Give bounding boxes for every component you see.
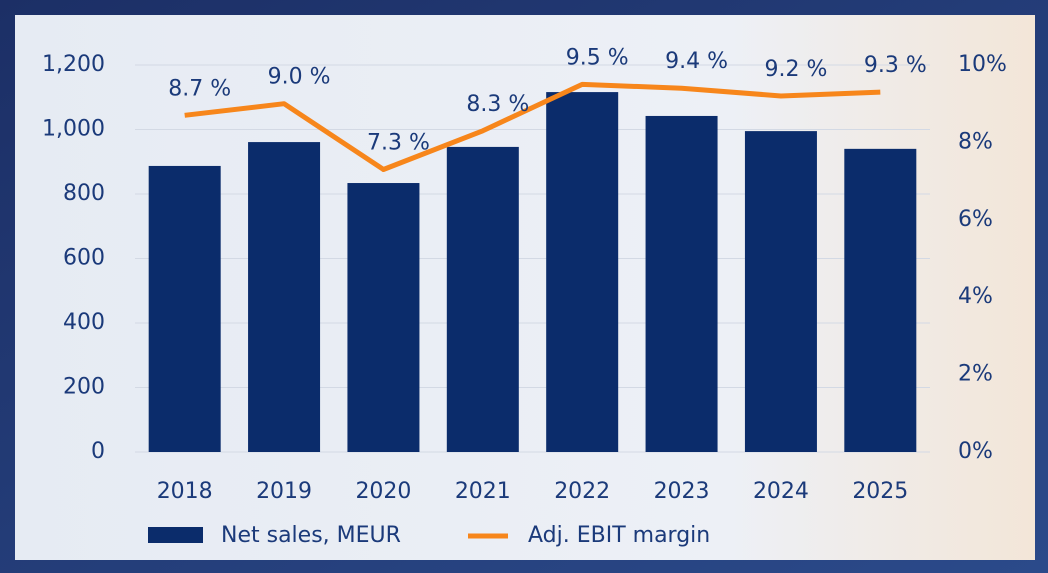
bar — [447, 147, 519, 452]
y-tick-label: 400 — [63, 310, 105, 335]
legend-label: Net sales, MEUR — [221, 523, 401, 548]
data-label: 8.3 % — [466, 92, 529, 117]
legend-swatch — [148, 527, 203, 543]
y2-tick-label: 2% — [958, 362, 993, 387]
x-tick-label: 2025 — [852, 479, 908, 504]
data-label: 8.7 % — [168, 76, 231, 101]
data-label: 9.5 % — [566, 45, 629, 70]
x-tick-label: 2019 — [256, 479, 312, 504]
x-tick-label: 2024 — [753, 479, 809, 504]
x-tick-label: 2021 — [455, 479, 511, 504]
y2-tick-label: 10% — [958, 52, 1007, 77]
data-label: 9.4 % — [665, 49, 728, 74]
y2-tick-label: 8% — [958, 129, 993, 154]
y2-tick-label: 6% — [958, 207, 993, 232]
bar — [347, 183, 419, 452]
bar — [546, 92, 618, 452]
chart: 0 200 400 600 800 1,000 1,200 0% 2% 4% 6% 8% 10% 2018… — [0, 0, 1048, 573]
y-tick-label: 800 — [63, 181, 105, 206]
y-tick-label: 600 — [63, 246, 105, 271]
data-label: 9.0 % — [268, 65, 331, 90]
data-label: 9.3 % — [864, 53, 927, 78]
y-tick-label: 1,200 — [42, 52, 105, 77]
bar — [844, 149, 916, 452]
y-tick-label: 0 — [91, 439, 105, 464]
x-tick-label: 2022 — [554, 479, 610, 504]
data-label: 9.2 % — [764, 57, 827, 82]
y2-tick-label: 4% — [958, 284, 993, 309]
y2-tick-label: 0% — [958, 439, 993, 464]
y-tick-label: 200 — [63, 375, 105, 400]
legend-label: Adj. EBIT margin — [528, 523, 710, 548]
bar — [149, 166, 221, 452]
data-label: 7.3 % — [367, 130, 430, 155]
y-tick-label: 1,000 — [42, 117, 105, 142]
bar — [646, 116, 718, 452]
x-tick-label: 2018 — [157, 479, 213, 504]
bar — [248, 142, 320, 452]
x-tick-label: 2023 — [654, 479, 710, 504]
x-tick-label: 2020 — [355, 479, 411, 504]
bar — [745, 131, 817, 452]
